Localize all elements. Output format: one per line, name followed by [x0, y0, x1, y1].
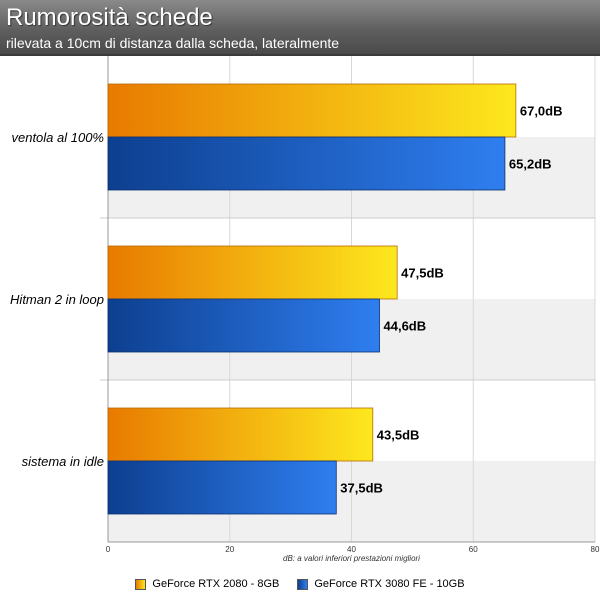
legend-label-rtx2080: GeForce RTX 2080 - 8GB	[152, 578, 280, 590]
x-tick-label: 20	[225, 545, 234, 554]
bar-value-label: 44,6dB	[384, 319, 427, 334]
category-label: ventola al 100%	[11, 130, 104, 145]
bar-chart: 67,0dB 65,2dB 47,5dB 44,6dB 43,5dB 37,5dB ven…	[10, 56, 600, 563]
bar-rtx3080	[107, 136, 506, 191]
legend-item-rtx2080: GeForce RTX 2080 - 8GB	[135, 578, 279, 590]
bar-value-label: 43,5dB	[377, 428, 420, 443]
category-labels: ventola al 100% Hitman 2 in loop sistema i…	[10, 130, 104, 469]
x-tick-label: 80	[591, 545, 600, 554]
bar-rtx2080	[107, 407, 374, 462]
category-label: Hitman 2 in loop	[10, 292, 104, 307]
x-tick-label: 60	[469, 545, 478, 554]
x-tick-label: 40	[347, 545, 356, 554]
x-tick-label: 0	[106, 545, 111, 554]
chart-title: Rumorosità schede	[6, 4, 213, 31]
bar-value-label: 37,5dB	[340, 481, 383, 496]
bar-rtx3080	[107, 460, 337, 515]
bar-rtx2080	[107, 245, 398, 300]
bar-value-label: 65,2dB	[509, 157, 552, 172]
legend-swatch-blue	[297, 578, 309, 590]
category-label: sistema in idle	[22, 454, 104, 469]
legend-label-rtx3080: GeForce RTX 3080 FE - 10GB	[314, 578, 465, 590]
bar-value-label: 67,0dB	[520, 104, 563, 119]
axis-note: dB: a valori inferiori prestazioni migli…	[283, 554, 420, 563]
legend-swatch-orange	[135, 578, 147, 590]
bar-rtx3080	[107, 298, 380, 353]
chart-subtitle: rilevata a 10cm di distanza dalla scheda…	[6, 35, 340, 51]
bar-value-label: 47,5dB	[401, 266, 444, 281]
legend: GeForce RTX 2080 - 8GB GeForce RTX 3080 …	[0, 574, 600, 594]
legend-item-rtx3080: GeForce RTX 3080 FE - 10GB	[297, 578, 465, 590]
bar-rtx2080	[107, 83, 517, 138]
chart-header: Rumorosità schede rilevata a 10cm di dis…	[0, 0, 600, 56]
x-tick-labels: 0 20 40 60 80	[106, 545, 600, 554]
bars-group: 67,0dB 65,2dB 47,5dB 44,6dB 43,5dB 37,5dB	[107, 83, 563, 515]
